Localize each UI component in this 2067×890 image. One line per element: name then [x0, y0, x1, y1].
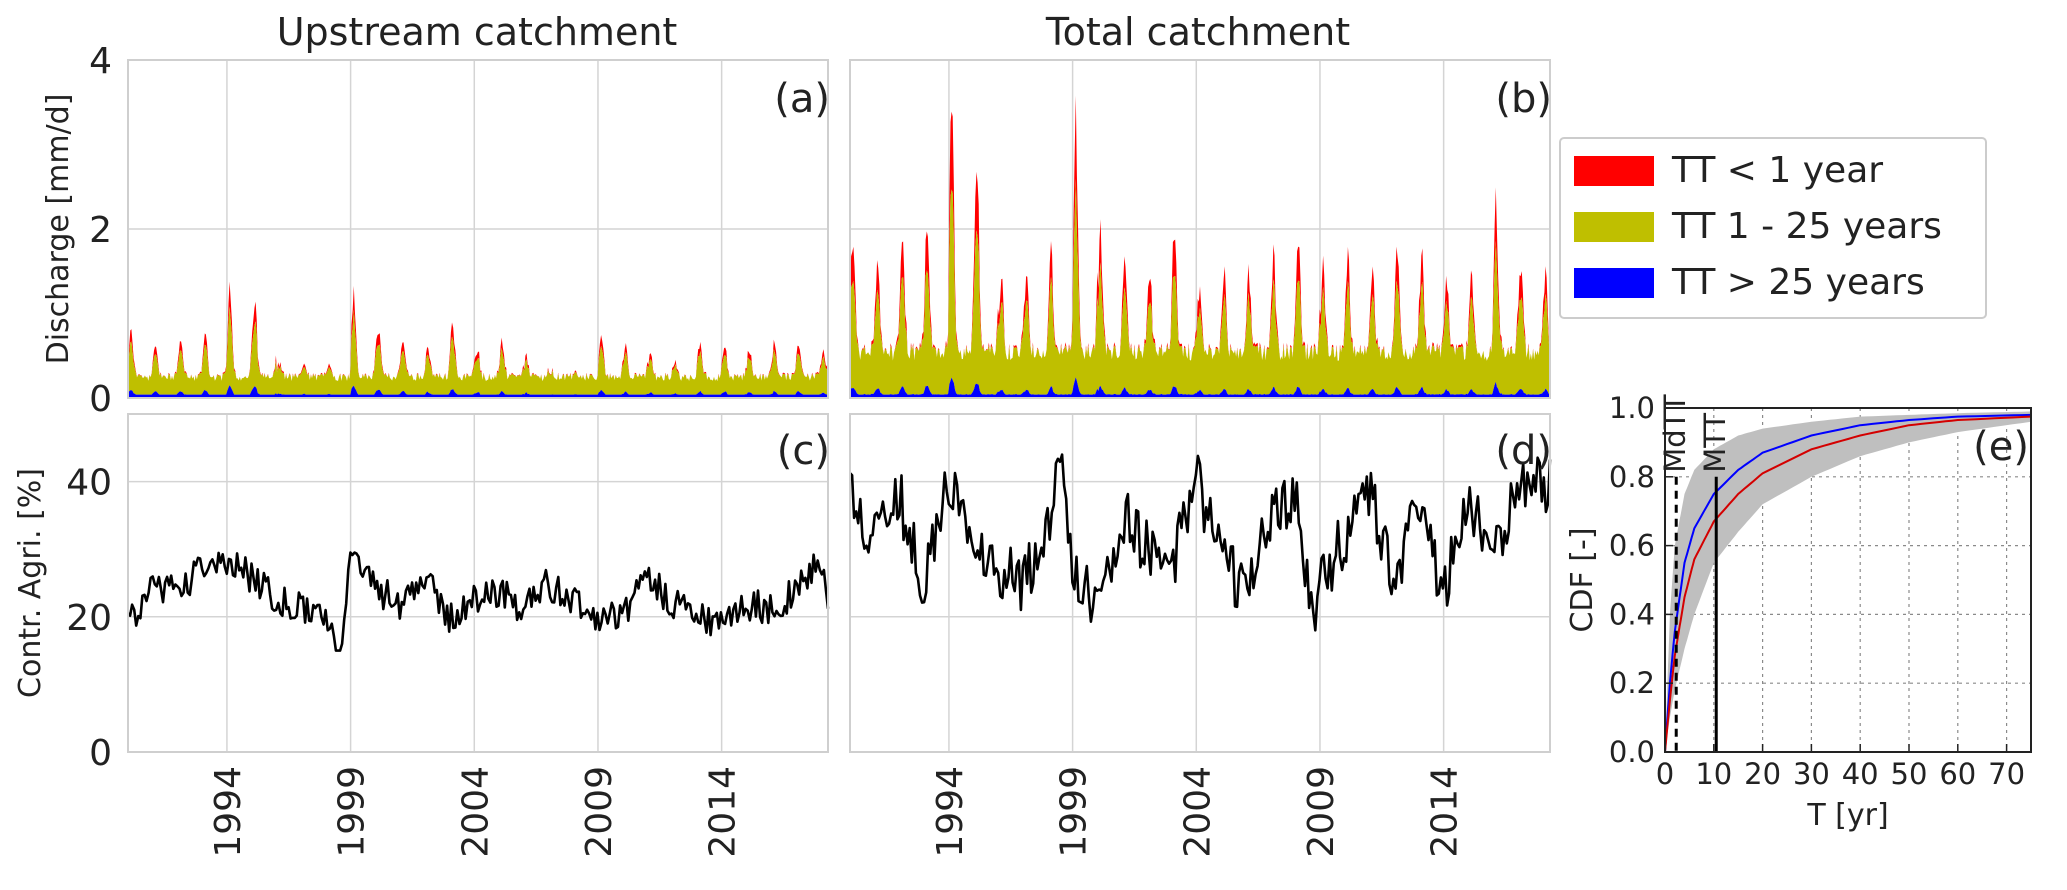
xtick-label-d-1: 1999	[1054, 766, 1095, 858]
xticks-c: 1994 1999 2004 2009 2014	[208, 766, 744, 858]
area-tt-1-25-a	[128, 306, 828, 395]
agri-line-c	[127, 551, 830, 652]
ytick-label-c-0: 0	[89, 733, 112, 774]
area-tt-gt25-a	[128, 385, 828, 398]
xticks-e: 0 10 20 30 40 50 60 70	[1656, 744, 2025, 791]
panel-tag-b: (b)	[1495, 76, 1552, 122]
panel-tag-c: (c)	[777, 428, 830, 474]
panel-tag-e: (e)	[1973, 424, 2029, 470]
legend-label-tt-gt25: TT > 25 years	[1671, 262, 1925, 303]
panel-tag-d: (d)	[1495, 428, 1552, 474]
xtick-label-d-4: 2014	[1425, 766, 1466, 858]
xtick-label-e-0: 0	[1656, 757, 1674, 791]
panel-d: (d)	[849, 413, 1552, 753]
panel-b: (b)	[849, 59, 1552, 399]
grid-c	[128, 414, 828, 753]
yticks-discharge: 0 2 4	[89, 41, 112, 420]
ytick-label-a-2: 4	[89, 41, 112, 82]
xtick-label-e-3: 30	[1793, 757, 1830, 791]
legend-label-tt-lt1: TT < 1 year	[1671, 150, 1883, 191]
xtick-label-c-4: 2014	[703, 766, 744, 858]
agri-path-d	[849, 453, 1552, 632]
xtick-label-e-1: 10	[1695, 757, 1732, 791]
panel-d-frame	[849, 413, 1551, 753]
xtick-label-e-5: 50	[1891, 757, 1928, 791]
panel-a-frame	[127, 59, 829, 399]
area-tt-gt25-b	[850, 377, 1550, 398]
cdf-uncertainty-band	[1665, 411, 2031, 752]
xtick-label-d-3: 2009	[1301, 766, 1342, 858]
panel-tag-a: (a)	[774, 76, 830, 122]
legend: TT < 1 year TT 1 - 25 years TT > 25 year…	[1559, 137, 1987, 319]
xticks-d: 1994 1999 2004 2009 2014	[930, 766, 1466, 858]
panel-c: (c)	[127, 413, 830, 753]
xtick-label-e-7: 70	[1988, 757, 2025, 791]
cdf-band	[1665, 411, 2031, 752]
agri-line-d	[849, 453, 1552, 632]
xtick-label-c-1: 1999	[332, 766, 373, 858]
legend-swatch-tt-gt25	[1574, 268, 1654, 298]
ytick-label-e-2: 0.4	[1609, 597, 1655, 631]
yticks-agri: 0 20 40	[66, 463, 112, 774]
ytick-label-a-0: 0	[89, 379, 112, 420]
panel-c-frame	[127, 413, 829, 753]
ytick-label-a-1: 2	[89, 210, 112, 251]
area-tt-1-25-b	[850, 178, 1550, 395]
yticks-e: 0.0 0.2 0.4 0.6 0.8 1.0	[1609, 391, 1673, 769]
xtick-label-e-4: 40	[1842, 757, 1879, 791]
ytick-label-e-5: 1.0	[1609, 391, 1655, 425]
legend-frame	[1559, 137, 1987, 319]
xtick-label-c-3: 2009	[579, 766, 620, 858]
panel-e-frame	[1664, 407, 2032, 753]
agri-path-c	[127, 551, 830, 652]
title-total: Total catchment	[1045, 10, 1350, 54]
stacked-area-b	[850, 95, 1550, 398]
xtick-label-d-0: 1994	[930, 766, 971, 858]
legend-swatch-tt-1-25	[1574, 212, 1654, 242]
ytick-label-c-2: 40	[66, 463, 112, 504]
xtick-label-c-0: 1994	[208, 766, 249, 858]
grid-a	[128, 59, 828, 399]
xlabel-cdf: T [yr]	[1806, 798, 1888, 833]
ytick-label-e-0: 0.0	[1609, 735, 1655, 769]
ytick-label-e-1: 0.2	[1609, 666, 1655, 700]
cdf-line-red	[1664, 415, 2032, 753]
ylabel-agri: Contr. Agri. [%]	[13, 468, 48, 698]
panel-b-frame	[849, 59, 1551, 399]
ytick-label-e-4: 0.8	[1609, 460, 1655, 494]
ytick-label-c-1: 20	[66, 598, 112, 639]
panel-e: MdTT MTT (e) 0 10 20 30 40 50 60 70 0.0 0.2 0.4 0.6…	[1565, 391, 2032, 833]
title-upstream: Upstream catchment	[277, 10, 678, 54]
panel-a: (a)	[127, 59, 830, 399]
stacked-area-a	[128, 281, 828, 398]
ylabel-discharge: Discharge [mm/d]	[41, 94, 76, 365]
legend-swatch-tt-lt1	[1574, 156, 1654, 186]
ytick-label-e-3: 0.6	[1609, 529, 1655, 563]
xtick-label-e-2: 20	[1744, 757, 1781, 791]
vline-label-mtt: MTT	[1698, 413, 1732, 473]
xtick-label-c-2: 2004	[455, 766, 496, 858]
ylabel-cdf: CDF [-]	[1565, 527, 1600, 632]
vline-label-mdtt: MdTT	[1658, 394, 1692, 473]
xtick-label-e-6: 60	[1939, 757, 1976, 791]
legend-label-tt-1-25: TT 1 - 25 years	[1671, 206, 1942, 247]
xtick-label-d-2: 2004	[1177, 766, 1218, 858]
